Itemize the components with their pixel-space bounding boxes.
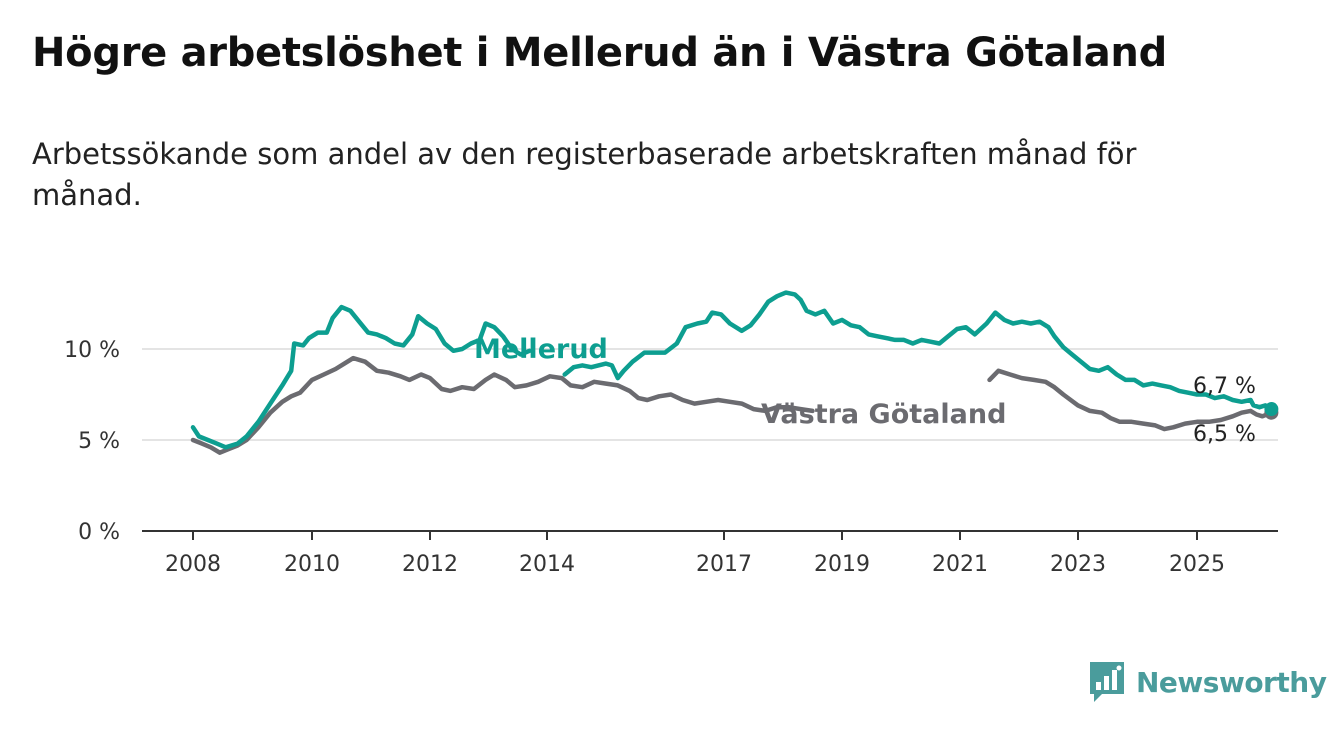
y-tick-label: 5 % xyxy=(78,429,120,454)
x-tick-label: 2025 xyxy=(1169,552,1225,577)
y-tick-label: 0 % xyxy=(78,520,120,545)
y-tick-label: 10 % xyxy=(64,338,120,363)
series-label-mellerud: Mellerud xyxy=(474,334,608,365)
x-axis: 2008 2010 2012 2014 2017 2019 2021 2023 2025 xyxy=(142,530,1278,577)
end-value-label-mellerud: 6,7 % xyxy=(1193,374,1256,399)
x-tick-label: 2017 xyxy=(696,552,752,577)
series-lines xyxy=(190,290,1279,455)
x-tick-label: 2008 xyxy=(165,552,221,577)
chart-title: Högre arbetslöshet i Mellerud än i Västr… xyxy=(32,30,1167,76)
series-label-vastra-gotaland: Västra Götaland xyxy=(761,399,1006,430)
series-line-v-stra-g-taland xyxy=(190,355,815,455)
x-tick-label: 2019 xyxy=(814,552,870,577)
x-tick-label: 2012 xyxy=(402,552,458,577)
newsworthy-logo: Newsworthy xyxy=(1088,660,1327,704)
x-tick-label: 2021 xyxy=(932,552,988,577)
y-axis: 0 % 5 % 10 % xyxy=(64,338,120,545)
series-line-v-stra-g-taland xyxy=(987,368,1274,432)
series-line-mellerud xyxy=(190,304,532,450)
grid-lines xyxy=(142,348,1278,441)
bar-chart-logo-icon xyxy=(1090,662,1124,702)
brand-name: Newsworthy xyxy=(1136,665,1327,699)
chart-subtitle: Arbetssökande som andel av den registerb… xyxy=(32,137,1137,212)
series-end-dot-mellerud xyxy=(1264,402,1279,417)
series-labels: Mellerud Västra Götaland 6,7 % 6,5 % xyxy=(474,334,1256,447)
x-tick-label: 2023 xyxy=(1050,552,1106,577)
line-chart: 0 %5 %10 % 2008 2010 2012 2014 2017 2019 2021 2… xyxy=(64,290,1279,577)
x-tick-label: 2014 xyxy=(519,552,575,577)
end-value-label-vastra-gotaland: 6,5 % xyxy=(1193,422,1256,447)
series-line-mellerud xyxy=(562,290,1274,412)
x-tick-label: 2010 xyxy=(284,552,340,577)
